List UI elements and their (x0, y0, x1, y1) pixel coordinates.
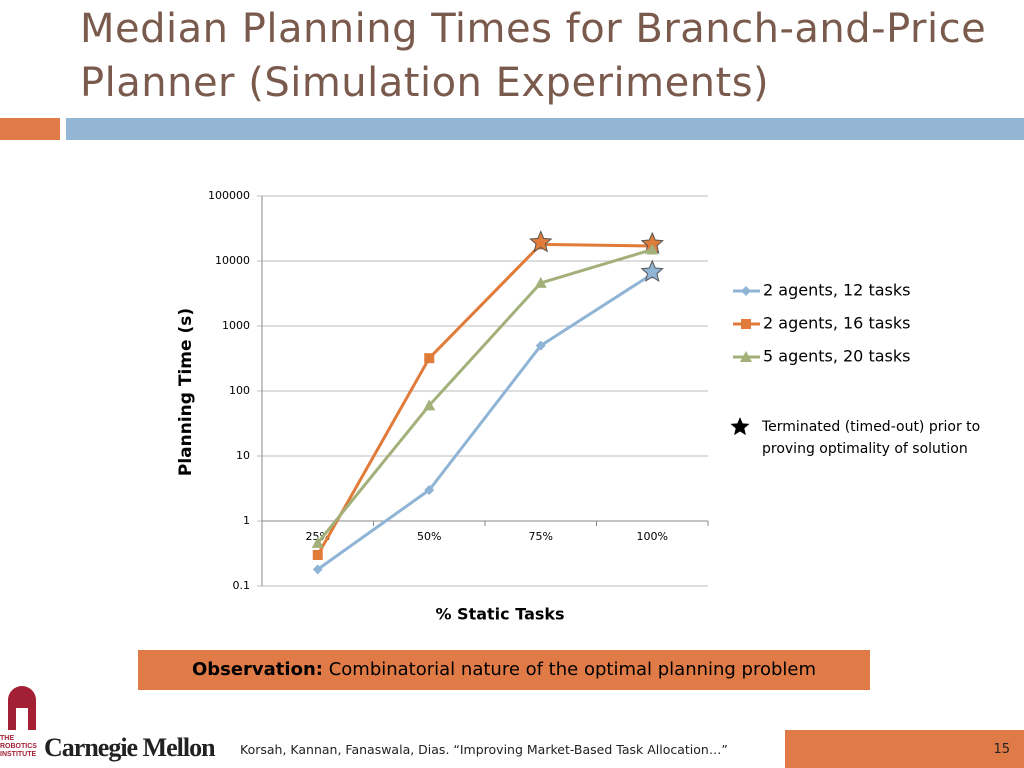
accent-bar (66, 118, 1024, 140)
legend-label: 2 agents, 16 tasks (763, 314, 910, 333)
point (534, 276, 547, 288)
x-axis-title: % Static Tasks (435, 605, 564, 624)
series-line (316, 272, 654, 571)
point (423, 399, 436, 411)
y-tick-label: 1000 (222, 319, 250, 332)
institute: THE ROBOTICS INSTITUTE (0, 735, 37, 758)
y-axis-title: Planning Time (s) (176, 308, 196, 476)
star-note: Terminated (timed-out) prior to proving … (762, 419, 981, 457)
y-tick-label: 1 (243, 514, 250, 527)
y-tick-label: 10000 (215, 254, 250, 267)
accent-bar (0, 118, 60, 140)
legend-marker (741, 319, 751, 329)
point (424, 484, 435, 495)
page-number-box: 15 (785, 730, 1024, 768)
y-tick-label: 0.1 (233, 579, 251, 592)
point (424, 353, 435, 364)
timeout-star (529, 230, 553, 253)
series-line (316, 248, 653, 544)
logo-icon (8, 686, 36, 730)
legend-star (730, 417, 750, 436)
x-tick-label: 50% (417, 530, 441, 543)
citation: Korsah, Kannan, Fanaswala, Dias. “Improv… (240, 742, 728, 757)
y-tick-label: 100000 (208, 189, 250, 202)
page-number: 15 (993, 742, 1010, 757)
series-line (316, 242, 653, 556)
observation-text: Combinatorial nature of the optimal plan… (328, 659, 817, 680)
star-note-text: Terminated (timed-out) prior to proving … (762, 419, 981, 457)
legend-marker (740, 351, 752, 362)
university: Carnegie Mellon (44, 733, 216, 762)
point (312, 549, 323, 560)
slide-title: Median Planning Times for Branch-and-Pri… (80, 6, 987, 106)
y-tick-label: 100 (229, 384, 250, 397)
x-tick-label: 75% (529, 530, 553, 543)
point (312, 564, 323, 575)
y-tick-label: 10 (236, 449, 250, 462)
observation: Observation: Combinatorial nature of the… (138, 650, 870, 690)
point (311, 536, 324, 548)
observation-label: Observation: (191, 659, 323, 680)
point (535, 340, 546, 351)
legend-marker (741, 286, 751, 296)
point (646, 243, 659, 255)
legend-label: 2 agents, 12 tasks (763, 281, 910, 300)
legend-label: 5 agents, 20 tasks (763, 347, 910, 366)
timeout-star (640, 259, 664, 282)
x-tick-label: 100% (637, 530, 668, 543)
